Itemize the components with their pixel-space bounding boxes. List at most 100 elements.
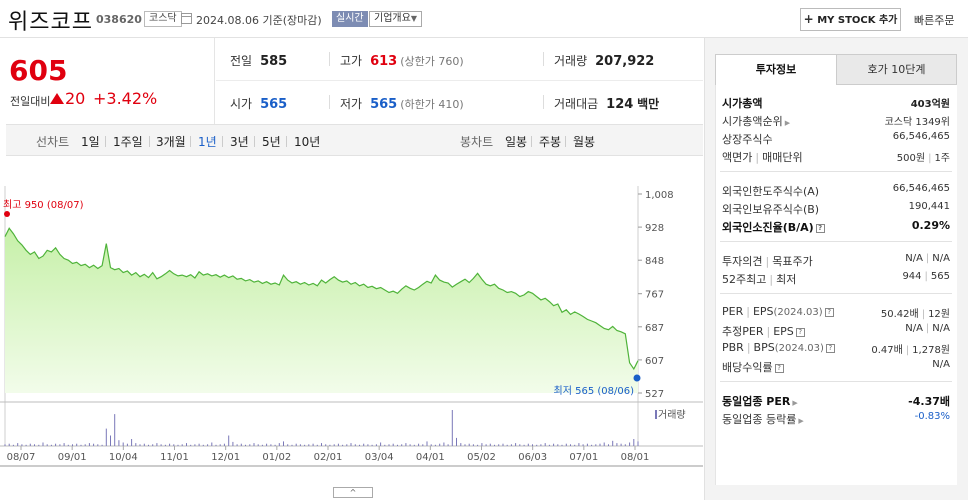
arrow-right-icon: ▶ — [792, 399, 798, 407]
summary-row-2: 시가 565 저가 565 (하한가 410) 거래대금 124 백만 — [216, 81, 703, 124]
period-3y[interactable]: 3년 — [230, 135, 249, 149]
volume-bar — [451, 410, 453, 446]
period-5y[interactable]: 5년 — [262, 135, 281, 149]
volume-bar — [156, 443, 158, 446]
volume-bar — [110, 435, 111, 446]
volume-bar — [101, 444, 103, 446]
volume-bar — [181, 444, 183, 446]
volume-label: 거래량 — [658, 409, 686, 421]
volume-bar — [291, 444, 293, 446]
volume-bar — [93, 443, 95, 446]
volume-bar — [333, 444, 335, 446]
volume-bar — [228, 435, 230, 446]
volume-bar — [405, 443, 407, 446]
realtime-button[interactable]: 실시간 — [332, 11, 368, 27]
open-price: 시가 565 — [230, 97, 288, 112]
volume-bar — [329, 444, 331, 446]
quick-order-link[interactable]: 빠른주문 — [914, 14, 955, 27]
volume-bar — [4, 444, 6, 446]
trade-amount: 거래대금 124 백만 — [554, 97, 660, 112]
volume-bar — [553, 443, 555, 446]
volume-bar — [494, 444, 495, 446]
volume-bar — [608, 444, 609, 446]
volume-bar — [67, 444, 69, 446]
fold-chart-button[interactable]: ^ — [333, 487, 373, 498]
company-info-label: 기업개요 — [374, 13, 411, 24]
info-table: 시가총액 403억원 시가총액순위 ▶ 코스닥 1349위 상장주식수 66,54… — [715, 85, 957, 485]
volume-bar — [637, 441, 639, 446]
tab-investment-info[interactable]: 투자정보 — [715, 54, 837, 85]
x-tick-label: 09/01 — [58, 452, 87, 463]
per-eps-row: PER | EPS(2024.03)? 50.42배 | 12원 — [722, 305, 950, 320]
volume-bar — [477, 444, 479, 446]
period-1d[interactable]: 1일 — [81, 135, 100, 149]
volume-bar — [270, 444, 272, 446]
volume-bar — [629, 442, 631, 446]
stock-header: 위즈코프 038620 코스닥 2024.08.06 기준(장마감) 실시간 기… — [0, 0, 968, 38]
company-info-button[interactable]: 기업개요▼ — [369, 11, 422, 27]
my-stock-add-button[interactable]: + MY STOCK 추가 — [800, 8, 901, 31]
volume-bar — [574, 444, 576, 446]
volume-bar — [304, 444, 306, 446]
period-10y[interactable]: 10년 — [294, 135, 321, 149]
period-1w[interactable]: 1주일 — [113, 135, 143, 149]
volume-bar — [76, 443, 78, 446]
volume-bar — [97, 444, 99, 446]
candle-daily[interactable]: 일봉 — [505, 135, 528, 149]
help-icon: ? — [795, 328, 805, 337]
volume-bar — [105, 428, 107, 446]
volume-bars — [4, 410, 639, 446]
w52-row: 52주최고 | 최저 944 | 565 — [722, 271, 950, 286]
volume-bar — [464, 444, 466, 446]
volume-bar — [434, 444, 436, 446]
period-1y[interactable]: 1년 — [198, 135, 217, 149]
volume-bar — [160, 444, 162, 446]
y-tick-label: 527 — [645, 389, 664, 400]
x-tick-label: 07/01 — [569, 452, 598, 463]
volume-bar — [624, 444, 626, 446]
basis-date: 2024.08.06 기준(장마감) — [196, 12, 322, 28]
y-tick-label: 848 — [645, 256, 664, 267]
volume-bar — [472, 444, 474, 446]
caret-down-icon: ▼ — [410, 14, 417, 23]
x-tick-label: 03/04 — [365, 452, 394, 463]
volume-bar — [409, 444, 411, 446]
period-3m[interactable]: 3개월 — [156, 135, 186, 149]
volume-bar — [194, 444, 196, 446]
candle-weekly[interactable]: 주봉 — [539, 135, 562, 149]
volume-bar — [59, 444, 61, 446]
x-tick-label: 04/01 — [416, 452, 445, 463]
plus-icon: + — [803, 12, 814, 26]
volume-bar — [240, 443, 242, 446]
dividend-row: 배당수익률? N/A — [722, 359, 950, 374]
change-label: 전일대비 — [10, 95, 51, 108]
volume-bar — [80, 444, 82, 446]
market-cap-rank-row: 시가총액순위 ▶ 코스닥 1349위 — [722, 115, 950, 128]
foreign-limit-row: 외국인한도주식수(A) 66,546,465 — [722, 183, 950, 198]
volume-bar — [506, 444, 508, 446]
volume-bar — [498, 444, 500, 446]
volume: 거래량 207,922 — [554, 54, 655, 69]
volume-bar — [223, 443, 225, 446]
volume-bar — [346, 444, 348, 446]
volume-bar — [207, 444, 209, 446]
candle-monthly[interactable]: 월봉 — [573, 135, 596, 149]
volume-bar — [557, 444, 559, 446]
help-icon: ? — [824, 308, 834, 317]
price-chart[interactable]: 1,008 928 848 767 687 607 527 08/07 09/01 10/04 11… — [0, 156, 703, 500]
volume-bar — [363, 443, 365, 446]
volume-bar — [321, 443, 322, 446]
volume-bar — [561, 444, 563, 446]
price-line — [4, 227, 639, 371]
volume-bar — [88, 443, 90, 446]
volume-bar — [17, 443, 19, 446]
volume-bar — [253, 443, 255, 446]
volume-bar — [401, 444, 403, 446]
chevron-up-icon: ^ — [349, 488, 357, 497]
tab-order-book[interactable]: 호가 10단계 — [836, 54, 957, 85]
volume-bar — [595, 444, 597, 446]
basis-text: 기준(장마감) — [262, 14, 322, 27]
investment-info-panel: 투자정보 호가 10단계 시가총액 403억원 시가총액순위 ▶ 코스닥 1349… — [704, 38, 968, 500]
low-label: 최저 565 (08/06) — [554, 385, 635, 397]
volume-bar — [169, 443, 171, 446]
